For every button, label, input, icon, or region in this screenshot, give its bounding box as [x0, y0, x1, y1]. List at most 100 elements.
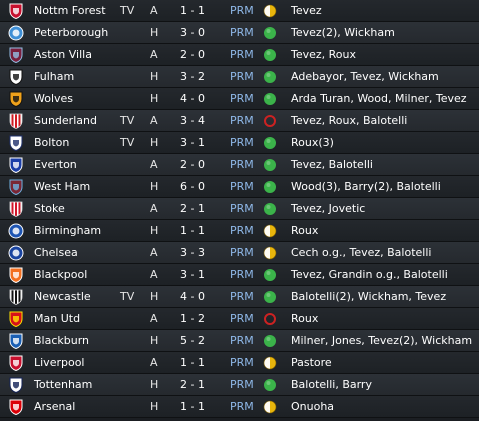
- opponent-name[interactable]: Blackburn: [34, 334, 90, 347]
- fixture-row-west-ham[interactable]: West Ham H 6 - 0 PRM Wood(3), Barry(2), Balo…: [0, 176, 479, 198]
- competition-label[interactable]: PRM: [230, 246, 254, 259]
- fixture-row-blackburn[interactable]: Blackburn H 5 - 2 PRM Milner, Jones, Tevez(2…: [0, 330, 479, 352]
- competition-label[interactable]: PRM: [230, 70, 254, 83]
- competition-label[interactable]: PRM: [230, 268, 254, 281]
- venue: H: [150, 400, 159, 413]
- opponent-name[interactable]: Newcastle: [34, 290, 91, 303]
- goal-scorers: Tevez, Roux, Balotelli: [291, 114, 408, 127]
- arsenal-crest-icon: [8, 399, 24, 416]
- competition-label[interactable]: PRM: [230, 114, 254, 127]
- fixture-row-wolves[interactable]: Wolves H 4 - 0 PRM Arda Turan, Wood, Milner,…: [0, 88, 479, 110]
- competition-label[interactable]: PRM: [230, 356, 254, 369]
- sunderland-crest-icon: [8, 113, 24, 129]
- fulham-crest-icon: [8, 69, 24, 86]
- goal-scorers: Onuoha: [291, 400, 335, 413]
- venue: A: [150, 356, 158, 369]
- fixture-row-man-utd[interactable]: Man Utd A 1 - 2 PRM Roux: [0, 308, 479, 330]
- competition-label[interactable]: PRM: [230, 48, 254, 61]
- opponent-name[interactable]: Bolton: [34, 136, 70, 149]
- competition-label[interactable]: PRM: [230, 202, 254, 215]
- venue: A: [150, 114, 158, 127]
- competition-label[interactable]: PRM: [230, 334, 254, 347]
- competition-label[interactable]: PRM: [230, 26, 254, 39]
- fixture-row-chelsea[interactable]: Chelsea A 3 - 3 PRM Cech o.g., Tevez, Balote…: [0, 242, 479, 264]
- fixture-row-birmingham[interactable]: Birmingham H 1 - 1 PRM Roux: [0, 220, 479, 242]
- goal-scorers: Tevez(2), Wickham: [291, 26, 395, 39]
- competition-label[interactable]: PRM: [230, 224, 254, 237]
- fixture-row-nottm-forest[interactable]: Nottm Forest TV A 1 - 1 PRM Tevez: [0, 0, 479, 22]
- opponent-name[interactable]: Tottenham: [34, 378, 93, 391]
- opponent-name[interactable]: Everton: [34, 158, 77, 171]
- result-win-icon: [263, 70, 277, 84]
- chelsea-crest-icon: [8, 245, 24, 261]
- fixture-row-everton[interactable]: Everton A 2 - 0 PRM Tevez, Balotelli: [0, 154, 479, 176]
- result-loss-icon: [263, 114, 277, 128]
- opponent-name[interactable]: Birmingham: [34, 224, 102, 237]
- goal-scorers: Pastore: [291, 356, 332, 369]
- opponent-name[interactable]: Liverpool: [34, 356, 85, 369]
- fixture-row-arsenal[interactable]: Arsenal H 1 - 1 PRM Onuoha: [0, 396, 479, 418]
- goal-scorers: Wood(3), Barry(2), Balotelli: [291, 180, 441, 193]
- opponent-name[interactable]: West Ham: [34, 180, 91, 193]
- competition-label[interactable]: PRM: [230, 92, 254, 105]
- competition-label[interactable]: PRM: [230, 378, 254, 391]
- result-draw-icon: [263, 400, 277, 414]
- fixture-row-newcastle[interactable]: Newcastle TV H 4 - 0 PRM Balotelli(2), Wickha…: [0, 286, 479, 308]
- competition-label[interactable]: PRM: [230, 180, 254, 193]
- fixture-row-tottenham[interactable]: Tottenham H 2 - 1 PRM Balotelli, Barry: [0, 374, 479, 396]
- result-win-icon: [263, 268, 277, 282]
- fixture-row-sunderland[interactable]: Sunderland TV A 3 - 4 PRM Tevez, Roux, Balote…: [0, 110, 479, 132]
- opponent-name[interactable]: Man Utd: [34, 312, 81, 325]
- score: 3 - 0: [180, 26, 205, 39]
- tv-indicator: TV: [120, 290, 135, 303]
- competition-label[interactable]: PRM: [230, 400, 254, 413]
- blackpool-crest-icon: [8, 267, 24, 284]
- goal-scorers: Balotelli, Barry: [291, 378, 372, 391]
- fixture-row-bolton[interactable]: Bolton TV H 3 - 1 PRM Roux(3): [0, 132, 479, 154]
- opponent-name[interactable]: Stoke: [34, 202, 65, 215]
- fixture-row-stoke[interactable]: Stoke A 2 - 1 PRM Tevez, Jovetic: [0, 198, 479, 220]
- liverpool-crest-icon: [8, 355, 24, 372]
- fixture-row-fulham[interactable]: Fulham H 3 - 2 PRM Adebayor, Tevez, Wickham: [0, 66, 479, 88]
- tv-indicator: TV: [120, 136, 135, 149]
- result-win-icon: [263, 92, 277, 106]
- opponent-name[interactable]: Nottm Forest: [34, 4, 106, 17]
- result-draw-icon: [263, 4, 277, 18]
- nottm-forest-crest-icon: [8, 3, 24, 20]
- fixture-row-peterborough[interactable]: Peterborough H 3 - 0 PRM Tevez(2), Wickham: [0, 22, 479, 44]
- score: 1 - 1: [180, 4, 205, 17]
- venue: A: [150, 268, 158, 281]
- score: 5 - 2: [180, 334, 205, 347]
- opponent-name[interactable]: Aston Villa: [34, 48, 92, 61]
- opponent-name[interactable]: Blackpool: [34, 268, 88, 281]
- opponent-name[interactable]: Fulham: [34, 70, 75, 83]
- score: 4 - 0: [180, 92, 205, 105]
- opponent-name[interactable]: Arsenal: [34, 400, 76, 413]
- result-draw-icon: [263, 246, 277, 260]
- score: 4 - 0: [180, 290, 205, 303]
- blackburn-crest-icon: [8, 333, 24, 350]
- goal-scorers: Roux: [291, 312, 319, 325]
- venue: H: [150, 290, 159, 303]
- competition-label[interactable]: PRM: [230, 312, 254, 325]
- competition-label[interactable]: PRM: [230, 136, 254, 149]
- opponent-name[interactable]: Chelsea: [34, 246, 78, 259]
- wolves-crest-icon: [8, 91, 24, 108]
- result-win-icon: [263, 180, 277, 194]
- fixture-row-blackpool[interactable]: Blackpool A 3 - 1 PRM Tevez, Grandin o.g., B…: [0, 264, 479, 286]
- stoke-crest-icon: [8, 201, 24, 217]
- opponent-name[interactable]: Sunderland: [34, 114, 97, 127]
- competition-label[interactable]: PRM: [230, 158, 254, 171]
- fixture-row-aston-villa[interactable]: Aston Villa A 2 - 0 PRM Tevez, Roux: [0, 44, 479, 66]
- goal-scorers: Milner, Jones, Tevez(2), Wickham: [291, 334, 473, 347]
- fixture-row-liverpool[interactable]: Liverpool A 1 - 1 PRM Pastore: [0, 352, 479, 374]
- goal-scorers: Tevez, Roux: [291, 48, 357, 61]
- opponent-name[interactable]: Peterborough: [34, 26, 109, 39]
- competition-label[interactable]: PRM: [230, 4, 254, 17]
- opponent-name[interactable]: Wolves: [34, 92, 74, 105]
- peterborough-crest-icon: [8, 25, 24, 41]
- result-draw-icon: [263, 356, 277, 370]
- bolton-crest-icon: [8, 135, 24, 152]
- competition-label[interactable]: PRM: [230, 290, 254, 303]
